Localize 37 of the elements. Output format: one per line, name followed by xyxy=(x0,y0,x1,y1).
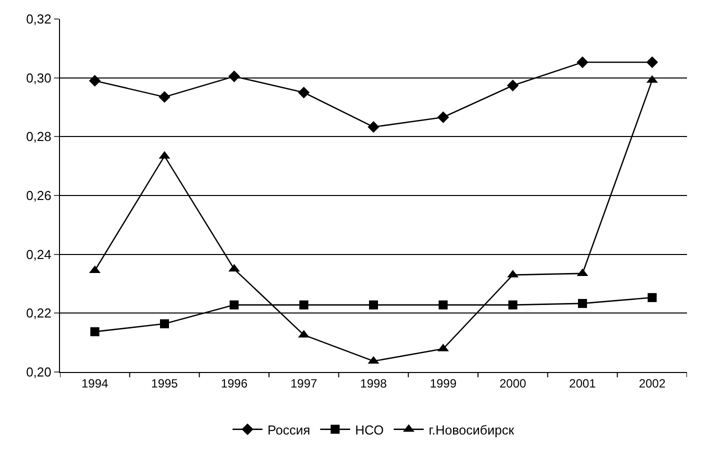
y-tick-label: 0,24 xyxy=(26,246,52,262)
point xyxy=(230,300,239,310)
x-tick-label: 1999 xyxy=(430,376,457,390)
point xyxy=(88,74,101,87)
x-tick-label: 2002 xyxy=(638,376,666,390)
point xyxy=(228,70,240,82)
legend-label: Россия xyxy=(268,422,310,438)
point xyxy=(158,91,170,103)
x-tick-label: 1996 xyxy=(220,376,248,390)
x-tick-label: 1997 xyxy=(290,376,318,390)
point xyxy=(576,56,588,68)
point xyxy=(298,86,310,98)
point xyxy=(438,300,448,310)
legend-label: г.Новосибирск xyxy=(428,422,514,438)
point xyxy=(648,293,657,302)
y-tick-label: 0,22 xyxy=(26,306,52,321)
point xyxy=(160,319,169,328)
point xyxy=(646,56,658,68)
y-tick-label: 0,28 xyxy=(26,129,52,144)
x-tick-label: 1995 xyxy=(151,376,178,390)
y-tick-label: 0,32 xyxy=(26,12,52,27)
point xyxy=(506,80,519,92)
x-tick-label: 1998 xyxy=(360,376,388,390)
legend-label: НСО xyxy=(355,422,384,438)
y-tick-label: 0,26 xyxy=(26,188,52,204)
point xyxy=(368,121,380,133)
point xyxy=(508,300,518,310)
point xyxy=(578,298,587,308)
point xyxy=(299,300,308,310)
x-tick-label: 1994 xyxy=(81,376,108,390)
x-tick-label: 2001 xyxy=(569,376,596,390)
x-tick-label: 2000 xyxy=(499,376,526,390)
point xyxy=(437,111,450,124)
point xyxy=(90,327,100,336)
y-tick-label: 0,20 xyxy=(26,364,52,380)
y-tick-label: 0,30 xyxy=(26,70,52,86)
point xyxy=(369,300,378,310)
